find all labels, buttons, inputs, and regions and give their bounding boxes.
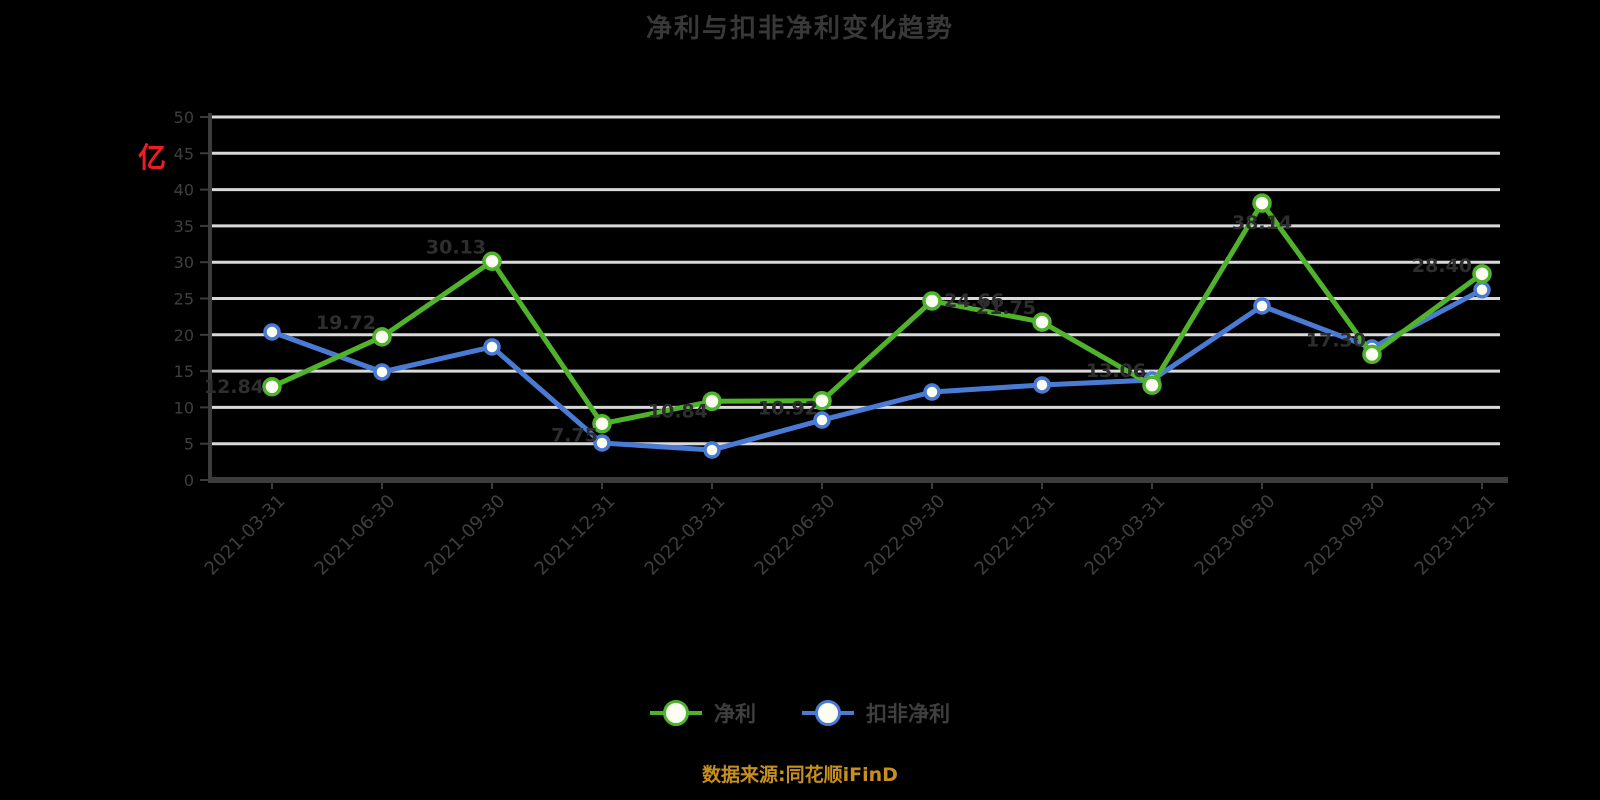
data-point-label: 30.13 xyxy=(426,236,486,258)
blue-series-marker-icon xyxy=(802,700,854,726)
data-point-label: 13.06 xyxy=(1086,360,1146,382)
data-point xyxy=(1253,297,1271,315)
y-axis-unit-label: 亿 xyxy=(138,141,167,174)
legend-label-net-profit: 净利 xyxy=(714,702,756,726)
x-tick-label: 2021-09-30 xyxy=(421,491,510,580)
x-tick-label: 2021-03-31 xyxy=(201,491,290,580)
data-source-note: 数据来源:同花顺iFinD xyxy=(702,764,898,786)
data-point xyxy=(263,323,281,341)
data-point-label: 10.92 xyxy=(758,398,818,420)
data-point xyxy=(1142,375,1162,395)
x-tick-label: 2023-09-30 xyxy=(1301,491,1390,580)
x-tick-label: 2023-12-31 xyxy=(1411,491,1500,580)
y-tick-label: 5 xyxy=(184,435,194,454)
data-point xyxy=(372,327,392,347)
data-point-label: 10.84 xyxy=(648,400,708,422)
legend-item-adjusted-net-profit[interactable]: 扣非净利 xyxy=(802,698,950,728)
x-tick-label: 2022-03-31 xyxy=(641,491,730,580)
y-tick-label: 45 xyxy=(174,144,194,163)
y-tick-label: 0 xyxy=(184,471,194,490)
data-point xyxy=(1252,193,1272,213)
y-tick-label: 35 xyxy=(174,217,194,236)
y-tick-label: 25 xyxy=(174,290,194,309)
x-tick-label: 2022-12-31 xyxy=(971,491,1060,580)
data-point xyxy=(482,251,502,272)
green-series-marker-icon xyxy=(650,700,702,726)
data-point xyxy=(593,434,611,452)
y-tick-label: 30 xyxy=(174,253,194,272)
data-point-label: 24.66 xyxy=(944,290,1004,312)
data-point xyxy=(592,413,612,434)
data-point xyxy=(1362,344,1382,365)
y-tick-label: 10 xyxy=(174,398,194,417)
x-tick-label: 2022-06-30 xyxy=(751,491,840,580)
chart-title: 净利与扣非净利变化趋势 xyxy=(645,14,954,44)
data-point xyxy=(703,441,721,459)
data-point xyxy=(1032,312,1052,332)
data-point xyxy=(702,391,722,412)
data-point xyxy=(483,338,501,356)
x-tick-label: 2022-09-30 xyxy=(861,491,950,580)
data-point xyxy=(812,390,832,411)
data-point xyxy=(922,291,942,311)
data-point xyxy=(373,363,391,381)
legend-item-net-profit[interactable]: 净利 xyxy=(650,698,756,728)
data-point-label: 12.84 xyxy=(204,376,264,398)
series-line-净利 xyxy=(270,200,1484,427)
data-point-label: 21.75 xyxy=(976,297,1036,319)
legend: 净利 扣非净利 xyxy=(0,698,1600,728)
y-tick-label: 40 xyxy=(174,181,194,200)
x-tick-label: 2021-06-30 xyxy=(311,491,400,580)
data-point xyxy=(1473,281,1491,299)
data-point-label: 38.14 xyxy=(1232,212,1292,234)
legend-label-adjusted-net-profit: 扣非净利 xyxy=(866,702,950,726)
x-tick-label: 2023-03-31 xyxy=(1081,491,1170,580)
y-tick-label: 15 xyxy=(174,362,194,381)
data-point xyxy=(813,411,831,429)
y-tick-label: 20 xyxy=(174,326,194,345)
x-tick-label: 2023-06-30 xyxy=(1191,491,1280,580)
data-point-label: 19.72 xyxy=(316,312,376,334)
data-point xyxy=(262,377,282,397)
data-point xyxy=(1472,264,1492,284)
data-point xyxy=(923,383,941,401)
data-point-label: 28.40 xyxy=(1412,255,1472,277)
data-point xyxy=(1033,376,1051,394)
data-point-label: 7.75 xyxy=(551,425,598,447)
series-line-扣非净利 xyxy=(271,287,1484,453)
x-tick-label: 2021-12-31 xyxy=(531,491,620,580)
y-tick-label: 50 xyxy=(174,108,194,127)
data-point-label: 17.30 xyxy=(1306,329,1366,351)
